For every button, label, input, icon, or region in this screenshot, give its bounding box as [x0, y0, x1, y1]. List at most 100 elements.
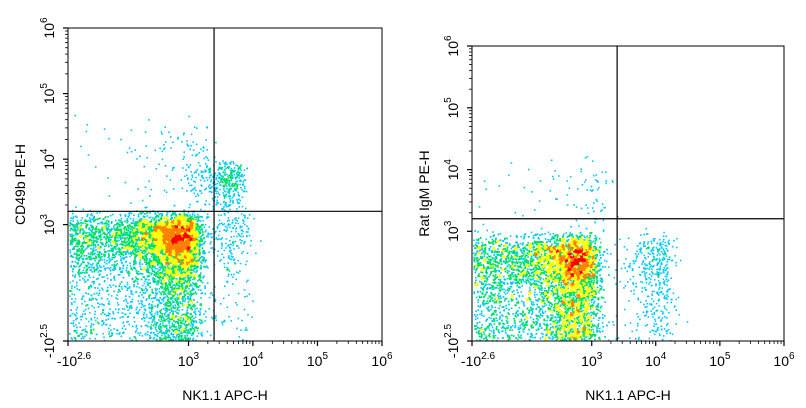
event-dot	[176, 248, 178, 250]
event-dot	[127, 241, 130, 244]
event-dot	[183, 303, 185, 305]
event-dot	[175, 228, 178, 231]
event-dot	[107, 239, 110, 241]
event-dot	[183, 323, 185, 325]
event-dot	[153, 320, 156, 323]
event-dot	[156, 249, 158, 252]
event-dot	[199, 243, 201, 245]
event-dot	[85, 272, 87, 274]
event-dot	[94, 236, 97, 239]
event-dot	[137, 273, 139, 276]
event-dot	[153, 259, 156, 261]
event-dot	[178, 268, 181, 271]
event-dot	[204, 285, 206, 287]
event-dot	[113, 279, 116, 281]
event-dot	[203, 226, 206, 228]
event-dot	[184, 321, 187, 324]
event-dot	[94, 337, 97, 340]
event-dot	[148, 224, 150, 227]
event-dot	[80, 222, 83, 224]
event-dot	[107, 267, 109, 269]
event-dot	[187, 274, 190, 277]
event-dot	[118, 268, 121, 271]
event-dot	[181, 334, 183, 337]
event-dot	[134, 239, 136, 242]
event-dot	[190, 218, 193, 221]
event-dot	[123, 230, 126, 232]
event-dot	[166, 259, 169, 262]
event-dot	[184, 261, 186, 264]
event-dot	[185, 331, 187, 334]
event-dot	[143, 312, 146, 314]
event-dot	[71, 243, 73, 246]
event-dot	[79, 256, 82, 258]
event-dot	[117, 247, 120, 250]
event-dot	[137, 250, 140, 253]
event-dot	[73, 245, 76, 248]
event-dot	[72, 212, 74, 215]
event-dot	[76, 284, 78, 287]
event-dot	[129, 245, 131, 247]
event-dot	[89, 233, 92, 235]
event-dot	[154, 223, 156, 225]
event-dot	[163, 290, 165, 293]
event-dot	[133, 267, 135, 269]
event-dot	[99, 303, 101, 306]
event-dot	[171, 338, 173, 341]
event-dot	[196, 329, 199, 332]
event-dot	[146, 316, 148, 318]
event-dot	[175, 320, 178, 323]
event-dot	[153, 218, 155, 221]
event-dot	[182, 258, 185, 260]
event-dot	[166, 288, 168, 291]
event-dot	[90, 317, 92, 320]
event-dot	[185, 325, 187, 327]
event-dot	[135, 291, 137, 294]
event-dot	[116, 332, 118, 335]
event-dot	[156, 268, 158, 270]
event-dot	[84, 275, 86, 278]
event-dot	[109, 257, 111, 260]
event-dot	[120, 243, 122, 246]
event-dot	[172, 299, 174, 302]
event-dot	[107, 227, 109, 230]
event-dot	[184, 324, 186, 326]
event-dot	[131, 339, 133, 341]
event-dot	[156, 222, 159, 224]
event-dot	[84, 330, 86, 333]
event-dot	[92, 241, 95, 243]
event-dot	[186, 276, 189, 278]
event-dot	[181, 284, 184, 286]
event-dot	[136, 232, 138, 234]
event-dot	[179, 276, 181, 279]
event-dot	[189, 285, 191, 287]
event-dot	[162, 338, 164, 340]
event-dot	[162, 298, 165, 300]
event-dot	[126, 271, 129, 273]
event-dot	[74, 260, 77, 263]
event-dot	[105, 267, 107, 270]
event-dot	[106, 230, 109, 232]
event-dot	[123, 240, 126, 242]
event-dot	[128, 323, 130, 326]
event-dot	[173, 274, 176, 277]
event-dot	[83, 279, 86, 281]
event-dot	[156, 311, 159, 314]
event-dot	[172, 339, 175, 341]
event-dot	[206, 265, 208, 267]
event-dot	[164, 305, 166, 307]
event-dot	[176, 312, 178, 314]
event-dot	[171, 272, 174, 274]
event-dot	[116, 260, 118, 262]
event-dot	[166, 309, 168, 311]
event-dot	[142, 231, 144, 234]
event-dot	[146, 298, 148, 300]
event-dot	[199, 232, 202, 235]
event-dot	[129, 262, 131, 264]
event-dot	[96, 265, 99, 268]
event-dot	[161, 213, 163, 216]
event-dot	[151, 272, 153, 274]
event-dot	[108, 228, 110, 231]
event-dot	[103, 259, 106, 261]
event-dot	[119, 317, 122, 319]
